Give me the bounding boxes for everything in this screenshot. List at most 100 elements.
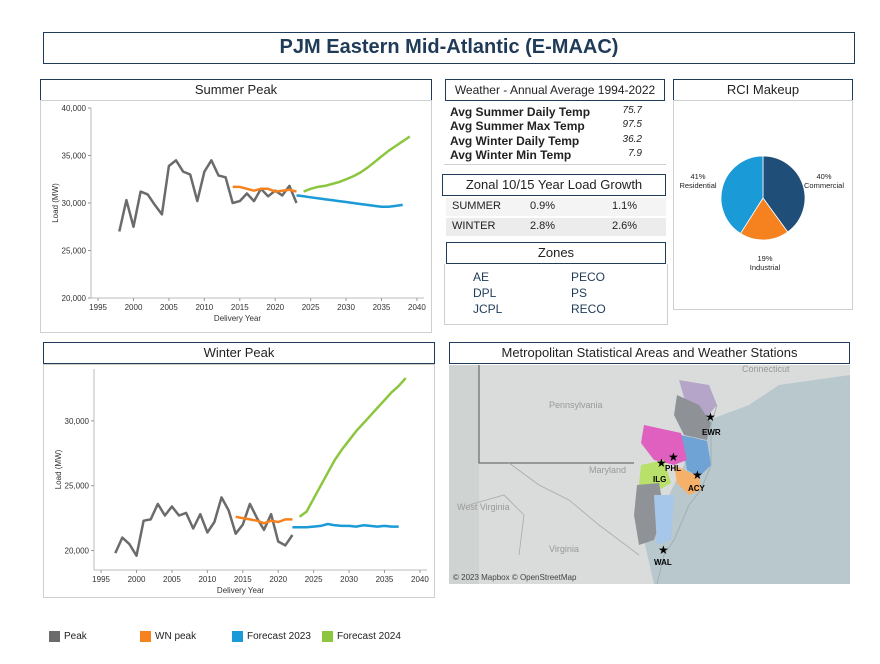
x-tick-label: 2040: [408, 303, 426, 312]
winter-peak-chart: 20,000 25,000 30,000 1995 2000 2005 2010 2015 20…: [54, 369, 429, 595]
zone-peco: [641, 425, 687, 465]
legend-item: Peak: [49, 630, 119, 644]
legend-swatch: [49, 631, 60, 642]
weather-value: 36.2: [622, 134, 642, 145]
x-tick-label: 2015: [231, 303, 249, 312]
zone-label: AE: [473, 270, 490, 284]
weather-row: Avg Summer Daily Temp 75.7: [450, 105, 642, 119]
y-tick-label: 35,000: [62, 152, 87, 161]
weather-label: Avg Summer Max Temp: [450, 119, 585, 133]
x-tick-label: 2005: [163, 575, 181, 584]
x-axis-label: Delivery Year: [214, 314, 261, 323]
growth-row-winter: WINTER 2.8% 2.6%: [446, 218, 666, 236]
x-tick-label: 2005: [160, 303, 178, 312]
series-line-forecast-2024: [303, 135, 411, 193]
y-axis-label: Load (MW): [51, 183, 60, 223]
coastline: [656, 404, 718, 584]
map-panel[interactable]: Pennsylvania Maryland West Virginia Virg…: [449, 365, 850, 584]
x-tick-label: 1995: [89, 303, 107, 312]
x-tick-label: 2000: [128, 575, 146, 584]
x-tick-label: 2030: [337, 303, 355, 312]
station-star-icon: ★: [656, 456, 667, 470]
pie-slice-residential: [720, 155, 764, 235]
rci-pie-chart: 40%Commercial 19%Industrial 41%Residential: [679, 155, 844, 272]
pa-border: [478, 365, 634, 464]
legend-swatch: [140, 631, 151, 642]
growth-season: SUMMER: [452, 200, 501, 212]
zones-panel: [444, 264, 668, 325]
legend-label: Forecast 2024: [337, 631, 401, 642]
y-tick-label: 30,000: [65, 417, 90, 426]
y-tick-label: 25,000: [65, 482, 90, 491]
map-canvas: Pennsylvania Maryland West Virginia Virg…: [449, 365, 850, 584]
summer-chart-title: Summer Peak: [40, 79, 432, 101]
weather-label: Avg Winter Min Temp: [450, 148, 572, 162]
zone-ae: [674, 465, 701, 495]
x-tick-label: 2000: [125, 303, 143, 312]
x-axis-label: Delivery Year: [217, 586, 264, 595]
x-tick-label: 2020: [269, 575, 287, 584]
state-label: West Virginia: [457, 502, 510, 512]
station-star-icon: ★: [668, 450, 679, 464]
legend-label: WN peak: [155, 631, 197, 642]
rci-title: RCI Makeup: [673, 79, 853, 101]
station-star-icon: ★: [692, 468, 703, 482]
legend-swatch: [322, 631, 333, 642]
station-label[interactable]: ILG: [653, 475, 666, 484]
growth-10yr: 2.8%: [530, 220, 556, 232]
y-tick-label: 20,000: [62, 294, 87, 303]
series-line-peak: [114, 496, 294, 557]
series-line-peak: [118, 159, 298, 232]
wv-border: [468, 494, 525, 556]
y-tick-label: 20,000: [65, 547, 90, 556]
x-tick-label: 2015: [234, 575, 252, 584]
page-title: PJM Eastern Mid-Atlantic (E-MAAC): [43, 32, 855, 64]
y-tick-label: 25,000: [62, 247, 87, 256]
pie-pct-label: 40%: [816, 172, 831, 181]
growth-15yr: 1.1%: [612, 200, 638, 212]
winter-chart-title: Winter Peak: [43, 342, 435, 364]
station-label[interactable]: ACY: [688, 484, 706, 493]
station-label[interactable]: WAL: [654, 558, 672, 567]
legend-label: Forecast 2023: [247, 631, 311, 642]
map-attribution[interactable]: © 2023 Mapbox © OpenStreetMap: [453, 573, 577, 582]
weather-value: 7.9: [628, 148, 642, 159]
y-tick-label: 30,000: [62, 199, 87, 208]
growth-row-summer: SUMMER 0.9% 1.1%: [446, 198, 666, 216]
x-tick-label: 2010: [198, 575, 216, 584]
weather-value: 75.7: [622, 105, 642, 116]
weather-label: Avg Winter Daily Temp: [450, 134, 580, 148]
y-axis-label: Load (MW): [54, 449, 63, 489]
rci-panel: 40% Commercial 19% Industrial 41% Residential: [673, 100, 853, 310]
map-title: Metropolitan Statistical Areas and Weath…: [449, 342, 850, 364]
legend-item: Forecast 2024: [322, 630, 412, 644]
legend-label: Peak: [64, 631, 87, 642]
summer-peak-chart: 20,000 25,000 30,000 35,000 40,000 1995 2000 20…: [51, 104, 426, 323]
zones-title: Zones: [446, 242, 666, 264]
legend-item: Forecast 2023: [232, 630, 322, 644]
series-line-wn-peak: [235, 515, 293, 525]
state-label: Maryland: [589, 465, 626, 475]
x-tick-label: 2040: [411, 575, 429, 584]
weather-table: [444, 102, 666, 165]
summer-chart-panel: 20,000 25,000 30,000 35,000 40,000 1995 2000 20…: [40, 100, 432, 333]
x-tick-label: 1995: [92, 575, 110, 584]
pie-category-label: Industrial: [750, 263, 781, 272]
x-tick-label: 2025: [302, 303, 320, 312]
weather-row: Avg Winter Daily Temp 36.2: [450, 134, 642, 148]
x-tick-label: 2010: [195, 303, 213, 312]
pie-category-label: Residential: [679, 181, 716, 190]
zone-label: PS: [571, 286, 588, 300]
pie-pct-label: 41%: [690, 172, 705, 181]
x-tick-label: 2035: [376, 575, 394, 584]
x-tick-label: 2025: [305, 575, 323, 584]
series-line-forecast-2023: [292, 522, 399, 529]
weather-row: Avg Summer Max Temp 97.5: [450, 119, 642, 133]
weather-title: Weather - Annual Average 1994-2022: [445, 79, 665, 101]
y-tick-label: 40,000: [62, 104, 87, 113]
station-label[interactable]: EWR: [702, 428, 721, 437]
pie-slice-commercial: [762, 155, 806, 233]
station-label[interactable]: PHL: [665, 464, 681, 473]
zone-label: RECO: [571, 302, 606, 316]
station-star-icon: ★: [658, 543, 669, 557]
